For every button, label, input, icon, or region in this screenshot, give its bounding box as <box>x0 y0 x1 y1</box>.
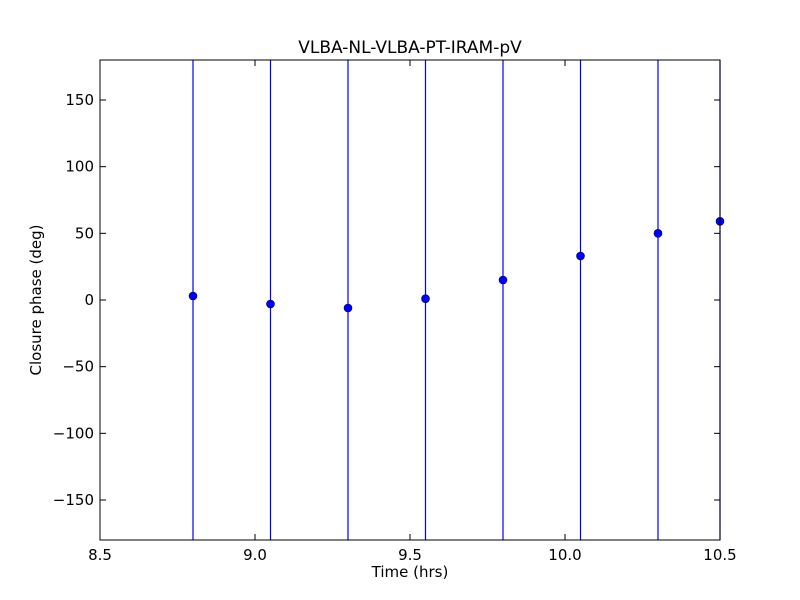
x-tick-label-3: 10.0 <box>548 546 581 564</box>
y-tick-label-0: −150 <box>53 491 94 509</box>
y-tick-label-2: −50 <box>62 358 94 376</box>
x-tick-label-4: 10.5 <box>703 546 736 564</box>
x-tick-label-1: 9.0 <box>243 546 267 564</box>
y-tick-label-1: −100 <box>53 424 94 442</box>
x-axis: 8.5 9.0 9.5 10.0 10.5 <box>88 60 737 564</box>
x-tick-label-0: 8.5 <box>88 546 112 564</box>
x-tick-label-2: 9.5 <box>398 546 422 564</box>
data-point-1 <box>266 299 275 309</box>
y-tick-label-4: 50 <box>75 224 94 242</box>
y-axis: −150 −100 −50 0 50 100 150 <box>53 91 720 509</box>
data-point-4 <box>498 275 508 285</box>
data-point-0 <box>188 291 198 301</box>
error-bars <box>192 60 721 540</box>
data-points <box>188 217 725 313</box>
chart-title: VLBA-NL-VLBA-PT-IRAM-pV <box>298 38 522 58</box>
y-tick-label-6: 150 <box>65 91 94 109</box>
x-axis-label: Time (hrs) <box>371 563 449 581</box>
y-axis-label: Closure phase (deg) <box>27 225 45 376</box>
data-point-6 <box>653 229 663 238</box>
y-tick-label-3: 0 <box>84 291 94 309</box>
data-point-5 <box>576 251 585 261</box>
data-point-3 <box>421 294 430 303</box>
data-point-2 <box>343 303 353 313</box>
y-tick-label-5: 100 <box>65 158 94 176</box>
